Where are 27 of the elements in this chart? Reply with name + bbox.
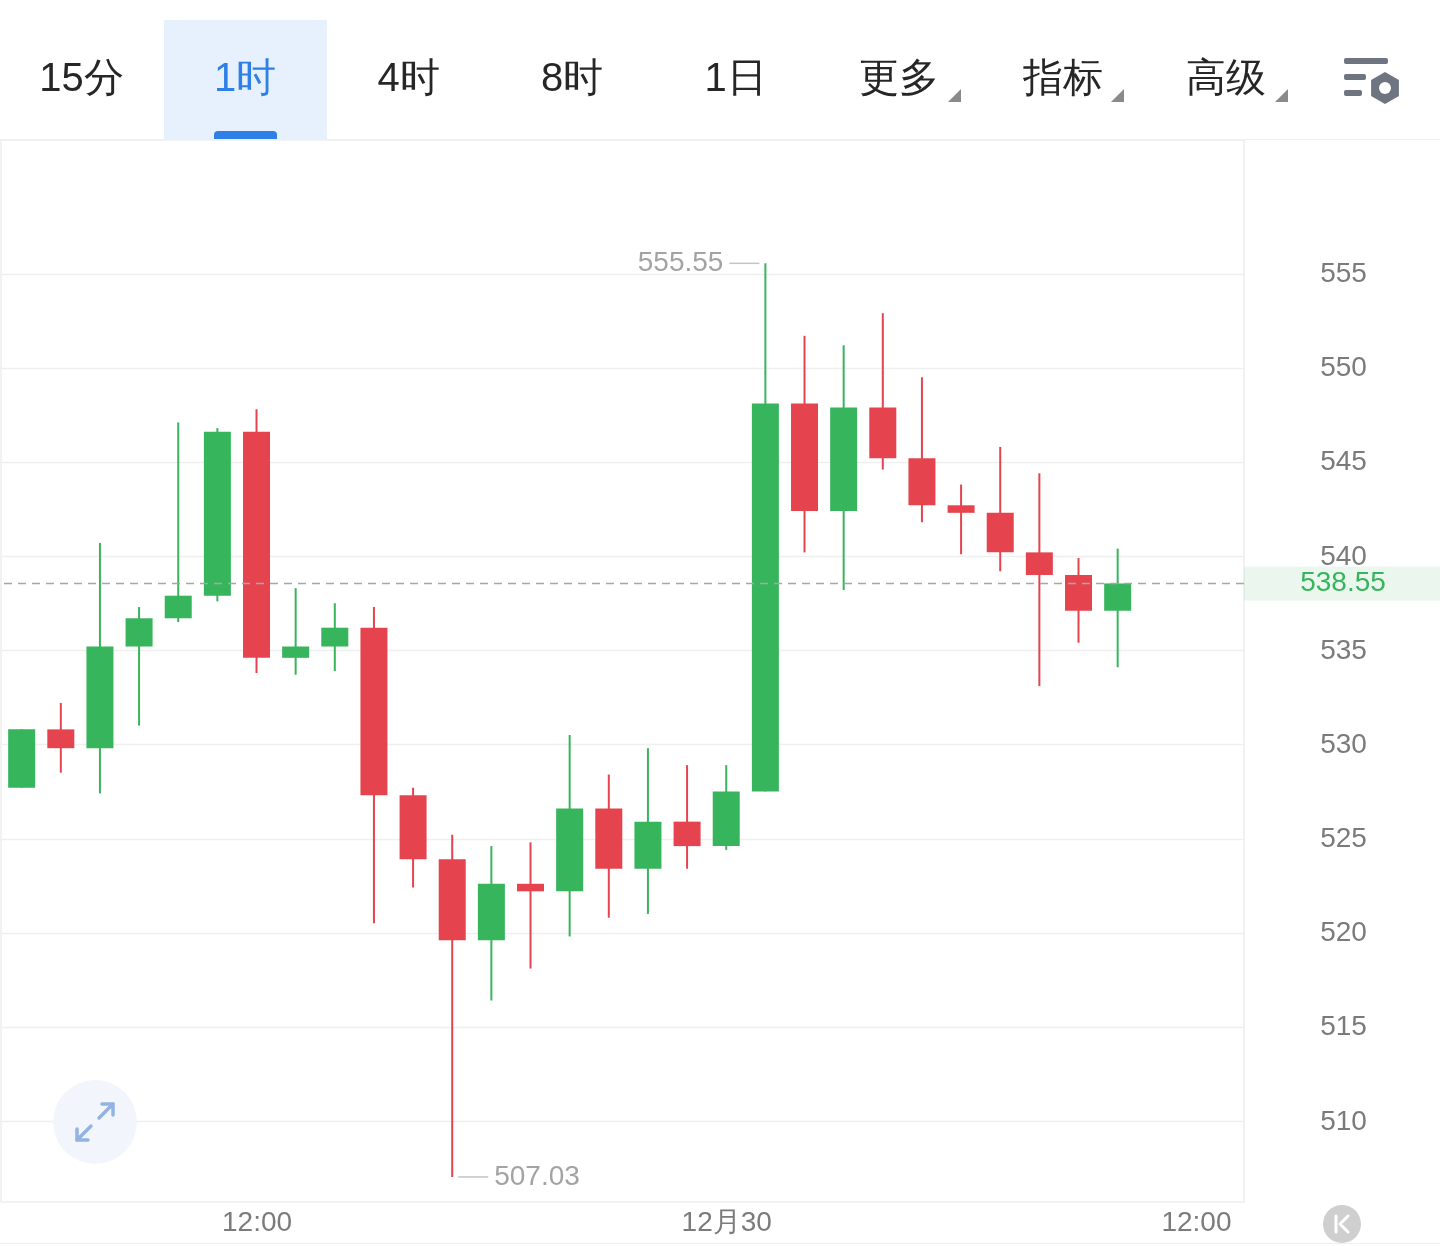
text: 4时 [377, 54, 440, 101]
y-tick-label: 545 [1320, 445, 1367, 477]
text: 1日 [704, 54, 767, 101]
text: 指标 [1022, 54, 1103, 101]
y-tick-label: 555 [1320, 257, 1367, 289]
annotation: 555.55 [637, 246, 724, 278]
text: 更多 [859, 54, 939, 101]
y-tick-label: 530 [1320, 727, 1367, 759]
x-tick-label: 12:00 [221, 1205, 293, 1237]
y-tick-label: 525 [1320, 822, 1367, 854]
text: 1时 [213, 54, 277, 101]
candlestick [164, 421, 192, 624]
candlestick [947, 483, 975, 556]
annotation: 507.03 [494, 1159, 580, 1191]
candlestick [282, 587, 310, 676]
text: 15分 [39, 54, 124, 101]
text: 高级 [1186, 54, 1266, 101]
x-tick-label: 12月30 [681, 1205, 772, 1237]
candlestick [1025, 472, 1053, 688]
y-tick-label: 550 [1320, 351, 1367, 383]
y-tick-label: 535 [1320, 633, 1367, 665]
candlestick [517, 841, 545, 970]
y-tick-label: 520 [1320, 916, 1367, 948]
x-tick-label: 12:00 [1161, 1205, 1232, 1237]
y-tick-label: 515 [1320, 1010, 1367, 1042]
y-tick-label: 510 [1320, 1104, 1367, 1136]
text: 8时 [540, 54, 604, 101]
